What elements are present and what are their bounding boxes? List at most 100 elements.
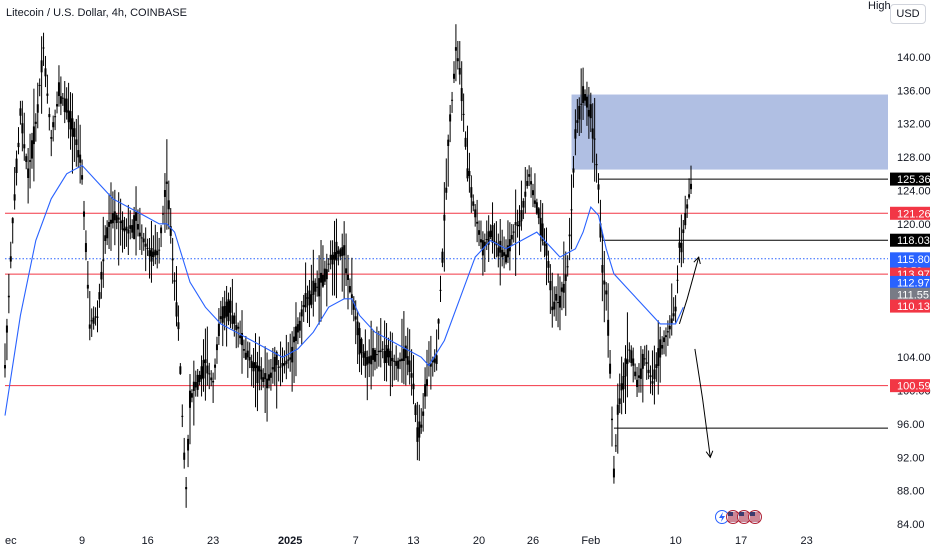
price-label-tag: [890, 379, 930, 393]
price-candle-body: [171, 258, 174, 261]
price-candle-body: [684, 213, 687, 226]
price-candle-body: [682, 229, 685, 234]
price-candle-body: [605, 290, 608, 295]
price-candle-body: [129, 225, 132, 229]
flag-canton: [739, 512, 744, 516]
price-candle-body: [372, 348, 375, 360]
price-candle-body: [44, 68, 47, 77]
price-candle-body: [649, 375, 652, 378]
price-candle-body: [458, 67, 461, 75]
price-candle-body: [302, 304, 305, 308]
price-candle-body: [314, 282, 317, 292]
price-candle-body: [25, 156, 28, 162]
price-candle-body: [102, 259, 105, 262]
price-candle-body: [651, 381, 654, 384]
price-candle-body: [260, 369, 263, 380]
price-candle-body: [86, 284, 89, 289]
price-candle-body: [17, 142, 20, 148]
price-candle-body: [499, 240, 502, 253]
price-candle-body: [11, 218, 14, 224]
price-candle-body: [535, 202, 538, 214]
price-candle-body: [408, 360, 411, 373]
price-candle-body: [597, 184, 600, 190]
price-candle-body: [385, 344, 388, 363]
price-candle-body: [655, 364, 658, 369]
price-candle-body: [291, 346, 294, 363]
price-candle-body: [310, 294, 313, 305]
price-candle-body: [115, 215, 118, 224]
price-candle-body: [190, 393, 193, 398]
price-candle-body: [435, 355, 438, 364]
price-label-tag: [890, 299, 930, 313]
price-candle-body: [258, 366, 261, 372]
price-candle-body: [162, 213, 165, 215]
chart-title: Litecoin / U.S. Dollar, 4h, COINBASE: [6, 7, 187, 19]
price-candle-body: [337, 250, 340, 254]
price-candle-body: [98, 292, 101, 300]
price-candle-body: [512, 231, 515, 233]
price-candle-body: [431, 359, 434, 363]
price-candle-body: [135, 212, 138, 221]
price-candle-body: [506, 245, 509, 258]
price-candle-body: [90, 320, 93, 322]
y-tick-label: 96.00: [897, 419, 925, 431]
price-candle-body: [185, 487, 188, 490]
price-candle-body: [131, 225, 134, 233]
price-candle-body: [61, 97, 64, 99]
price-candle-body: [4, 365, 6, 369]
y-tick-label: 140.00: [897, 52, 931, 64]
price-candle-body: [663, 337, 666, 343]
price-candle-body: [373, 350, 376, 362]
lightning-glyph: [719, 512, 725, 522]
price-candle-body: [57, 82, 60, 97]
price-candle-body: [289, 357, 292, 360]
price-candle-body: [601, 265, 604, 273]
price-label-text: 112.97: [897, 277, 930, 289]
price-candle-body: [611, 418, 614, 421]
price-label-text: 118.03: [897, 235, 930, 247]
price-label-tag: [890, 233, 930, 247]
price-candle-body: [659, 339, 662, 358]
price-candle-body: [664, 335, 667, 338]
x-tick-label: 9: [79, 535, 85, 547]
price-candle-body: [262, 377, 265, 382]
price-candle-body: [528, 174, 531, 177]
price-candle-body: [256, 365, 259, 384]
price-candle-body: [210, 377, 213, 381]
price-candle-body: [148, 250, 151, 257]
price-candle-body: [637, 375, 640, 378]
price-candle-body: [38, 84, 41, 86]
price-candle-body: [81, 175, 84, 180]
price-candle-body: [387, 348, 390, 358]
price-source-toggle[interactable]: High: [865, 0, 894, 12]
time-axis[interactable]: [0, 530, 932, 550]
price-candle-body: [607, 319, 610, 336]
price-candle-body: [293, 336, 296, 343]
price-candle-body: [104, 235, 107, 241]
price-candle-body: [167, 200, 170, 210]
price-candle-body: [237, 326, 240, 329]
price-candle-body: [570, 209, 573, 211]
price-candle-body: [510, 235, 513, 240]
price-candle-body: [645, 362, 648, 364]
price-candle-body: [335, 241, 338, 261]
price-candle-body: [530, 181, 533, 185]
x-tick-label: 16: [141, 535, 153, 547]
currency-button[interactable]: USD: [890, 4, 926, 24]
price-candle-body: [593, 138, 596, 140]
price-candle-body: [92, 317, 95, 324]
price-label-tag: [890, 275, 930, 289]
price-candle-body: [589, 104, 592, 119]
price-candle-body: [558, 295, 561, 308]
price-candle-body: [622, 376, 625, 390]
price-candle-body: [568, 234, 571, 237]
price-candle-body: [173, 280, 176, 282]
price-candle-body: [94, 316, 97, 318]
price-candle-body: [15, 158, 18, 174]
price-candle-body: [187, 438, 190, 451]
price-candle-body: [383, 350, 386, 364]
x-tick-label: Feb: [581, 535, 600, 547]
price-candle-body: [478, 230, 481, 235]
